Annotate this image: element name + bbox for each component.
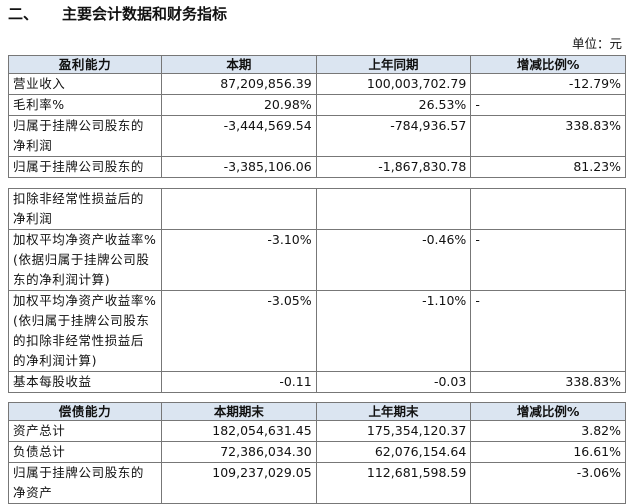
table-row: 归属于挂牌公司股东的净利润 -3,444,569.54 -784,936.57 338…: [8, 115, 626, 157]
table-cell: 3.82%: [470, 420, 626, 442]
header-cell: 盈利能力: [8, 55, 162, 74]
table-cell: 81.23%: [470, 156, 626, 178]
table-cell: -0.46%: [315, 229, 472, 291]
table-cell: 338.83%: [470, 115, 626, 157]
table-cell: [315, 188, 472, 230]
header-row: 盈利能力 本期 上年同期 增减比例%: [8, 55, 626, 74]
table-cell: 基本每股收益: [8, 371, 162, 393]
table-cell: 负债总计: [8, 441, 162, 463]
table-row: 加权平均净资产收益率%(依归属于挂牌公司股东的扣除非经常性损益后的净利润计算) -…: [8, 290, 626, 372]
table-cell: 归属于挂牌公司股东的: [8, 156, 162, 178]
header-cell: 本期期末: [161, 402, 317, 421]
table-cell: 338.83%: [470, 371, 626, 393]
table-cell: 毛利率%: [8, 94, 162, 116]
table-cell: 归属于挂牌公司股东的净利润: [8, 115, 162, 157]
unit-label: 单位：元: [571, 36, 622, 51]
table-row: 负债总计 72,386,034.30 62,076,154.64 16.61%: [8, 441, 626, 463]
table-row: 扣除非经常性损益后的净利润: [8, 188, 626, 230]
table-cell: 加权平均净资产收益率%(依归属于挂牌公司股东的扣除非经常性损益后的净利润计算): [8, 290, 162, 372]
table-cell: 营业收入: [8, 73, 162, 95]
table-cell: -0.11: [161, 371, 317, 393]
table-cell: 扣除非经常性损益后的净利润: [8, 188, 162, 230]
table-cell: -12.79%: [470, 73, 626, 95]
header-cell: 增减比例%: [470, 55, 626, 74]
table-cell: -1.10%: [315, 290, 472, 372]
table-row: 基本每股收益 -0.11 -0.03 338.83%: [8, 371, 626, 393]
header-row: 偿债能力 本期期末 上年期末 增减比例%: [8, 402, 626, 421]
table-cell: -3,385,106.06: [161, 156, 317, 178]
header-cell: 增减比例%: [470, 402, 626, 421]
table-cell: [161, 188, 317, 230]
table-cell: -: [470, 94, 626, 116]
table-cell: -: [470, 290, 626, 372]
data-table: 扣除非经常性损益后的净利润 加权平均净资产收益率%(依据归属于挂牌公司股东的净利润…: [8, 188, 626, 393]
table-cell: 20.98%: [161, 94, 317, 116]
table-cell: 62,076,154.64: [315, 441, 472, 463]
table-cell: 归属于挂牌公司股东的净资产: [8, 462, 162, 504]
table-cell: -784,936.57: [315, 115, 472, 157]
table-cell: 加权平均净资产收益率%(依据归属于挂牌公司股东的净利润计算): [8, 229, 162, 291]
section-title: 二、 主要会计数据和财务指标: [8, 3, 227, 24]
section-title-text: 主要会计数据和财务指标: [62, 5, 228, 23]
table-cell: 109,237,029.05: [161, 462, 317, 504]
header-cell: 上年期末: [315, 402, 472, 421]
table-cell: -0.03: [315, 371, 472, 393]
table-cell: -3.05%: [161, 290, 317, 372]
header-cell: 偿债能力: [8, 402, 162, 421]
table-cell: -3.06%: [470, 462, 626, 504]
table-cell: 26.53%: [315, 94, 472, 116]
header-cell: 上年同期: [315, 55, 472, 74]
table-cell: 87,209,856.39: [161, 73, 317, 95]
table-row: 归属于挂牌公司股东的 -3,385,106.06 -1,867,830.78 81.2…: [8, 156, 626, 178]
table-cell: 100,003,702.79: [315, 73, 472, 95]
table-cell: [470, 188, 626, 230]
table-cell: 16.61%: [470, 441, 626, 463]
table-row: 归属于挂牌公司股东的净资产 109,237,029.05 112,681,598.5…: [8, 462, 626, 504]
data-table: 偿债能力 本期期末 上年期末 增减比例% 资产总计 182,054,631.45 175,3…: [8, 402, 626, 504]
table-cell: 175,354,120.37: [315, 420, 472, 442]
table-cell: -3.10%: [161, 229, 317, 291]
table-cell: 72,386,034.30: [161, 441, 317, 463]
table-cell: -: [470, 229, 626, 291]
table-cell: -1,867,830.78: [315, 156, 472, 178]
tables: 盈利能力 本期 上年同期 增减比例% 营业收入 87,209,856.39 100,003,…: [8, 55, 626, 504]
table-row: 营业收入 87,209,856.39 100,003,702.79 -12.79%: [8, 73, 626, 95]
table-row: 资产总计 182,054,631.45 175,354,120.37 3.82%: [8, 420, 626, 442]
table-cell: 资产总计: [8, 420, 162, 442]
table-row: 毛利率% 20.98% 26.53% -: [8, 94, 626, 116]
header-cell: 本期: [161, 55, 317, 74]
table-cell: 182,054,631.45: [161, 420, 317, 442]
data-table: 盈利能力 本期 上年同期 增减比例% 营业收入 87,209,856.39 100,003,…: [8, 55, 626, 178]
table-cell: 112,681,598.59: [315, 462, 472, 504]
table-cell: -3,444,569.54: [161, 115, 317, 157]
section-number: 二、: [8, 5, 39, 23]
table-row: 加权平均净资产收益率%(依据归属于挂牌公司股东的净利润计算) -3.10% -0.4…: [8, 229, 626, 291]
